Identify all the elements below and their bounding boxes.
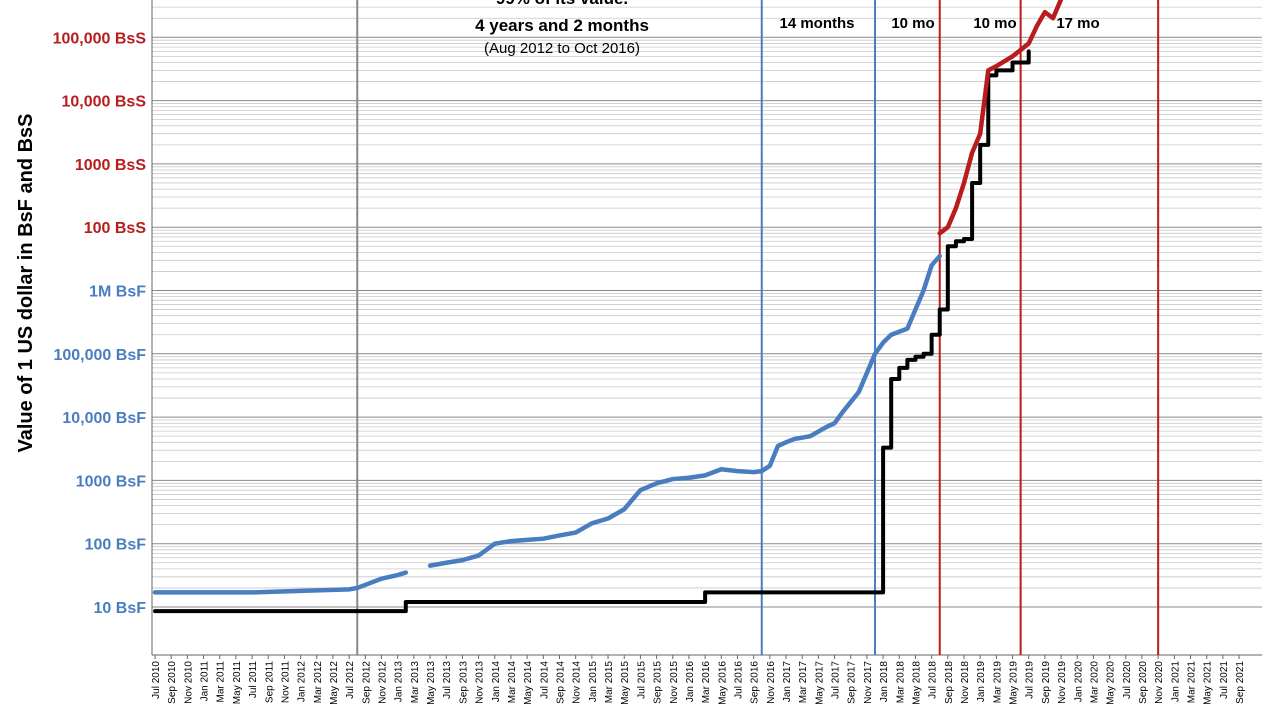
y-tick-label: 10 BsF — [94, 600, 147, 617]
x-tick-label: Jul 2014 — [539, 661, 550, 699]
x-tick-label: Jan 2021 — [1170, 661, 1181, 703]
x-tick-label: Nov 2018 — [960, 661, 971, 704]
y-tick-labels: 10 BsF 100 BsF 1000 BsF 10,000 BsF 100,000 B… — [53, 30, 147, 617]
y-tick-label: 10,000 BsS — [61, 94, 146, 111]
period-label-17-mo: 17 mo — [1056, 15, 1099, 32]
x-tick-label: Jul 2017 — [831, 661, 842, 699]
series-line — [937, 0, 1064, 236]
x-tick-label: Jul 2020 — [1122, 661, 1133, 699]
x-tick-label: Sep 2019 — [1041, 661, 1052, 704]
x-tick-label: Jan 2015 — [588, 661, 599, 703]
x-tick-label: Nov 2020 — [1154, 661, 1165, 704]
x-tick-label: Nov 2012 — [378, 661, 389, 704]
x-tick-label: Sep 2014 — [556, 661, 567, 704]
x-tick-label: Jul 2016 — [733, 661, 744, 699]
x-tick-label: Jul 2013 — [442, 661, 453, 699]
x-tick-label: Mar 2012 — [313, 661, 324, 704]
y-tick-label: 1M BsF — [89, 284, 146, 301]
x-tick-label: May 2011 — [232, 661, 243, 705]
x-tick-label: Jan 2012 — [297, 661, 308, 703]
x-tick-label: May 2014 — [523, 661, 534, 705]
x-tick-label: Jul 2015 — [636, 661, 647, 699]
annotation-date-range: (Aug 2012 to Oct 2016) — [484, 40, 640, 57]
y-tick-label: 1000 BsF — [76, 473, 146, 490]
x-tick-label: Sep 2021 — [1235, 661, 1246, 704]
period-label-14-months: 14 months — [779, 15, 854, 32]
series-line — [152, 570, 409, 595]
x-tick-label: Sep 2010 — [167, 661, 178, 704]
x-tick-label: Jul 2011 — [248, 661, 259, 699]
x-tick-labels: Jul 2010 Sep 2010 Nov 2010 Jan 2011 Mar 2011… — [151, 655, 1246, 705]
y-tick-label: 1000 BsS — [75, 157, 146, 174]
y-tick-label: 100 BsS — [84, 220, 147, 237]
y-tick-label: 10,000 BsF — [62, 410, 146, 427]
x-tick-label: Nov 2013 — [475, 661, 486, 704]
x-tick-label: Nov 2010 — [183, 661, 194, 704]
x-tick-label: May 2020 — [1106, 661, 1117, 705]
x-tick-label: Nov 2011 — [280, 661, 291, 704]
x-tick-label: Jul 2018 — [928, 661, 939, 699]
x-tick-label: Sep 2017 — [847, 661, 858, 704]
series-line — [427, 253, 942, 568]
x-tick-label: May 2017 — [814, 661, 825, 705]
x-tick-label: Jan 2019 — [976, 661, 987, 703]
x-tick-label: Nov 2014 — [572, 661, 583, 704]
x-tick-label: Sep 2015 — [653, 661, 664, 704]
x-tick-label: Mar 2014 — [507, 661, 518, 704]
x-tick-label: Mar 2021 — [1187, 661, 1198, 704]
x-tick-label: Jan 2017 — [782, 661, 793, 703]
x-tick-label: Sep 2018 — [944, 661, 955, 704]
x-tick-label: Mar 2016 — [701, 661, 712, 704]
x-tick-label: Mar 2020 — [1089, 661, 1100, 704]
x-tick-label: Mar 2018 — [895, 661, 906, 704]
series-line — [153, 49, 1031, 614]
y-tick-label: 100 BsF — [85, 537, 147, 554]
period-label-10-mo-a: 10 mo — [891, 15, 934, 32]
x-tick-label: Mar 2017 — [798, 661, 809, 704]
x-tick-label: Jul 2019 — [1025, 661, 1036, 699]
x-tick-label: May 2018 — [911, 661, 922, 705]
x-tick-label: Sep 2016 — [750, 661, 761, 704]
y-tick-label: 100,000 BsS — [53, 30, 147, 47]
period-separators — [356, 0, 1160, 655]
x-tick-label: May 2015 — [620, 661, 631, 705]
x-tick-label: Sep 2020 — [1138, 661, 1149, 704]
x-tick-label: Jan 2020 — [1073, 661, 1084, 703]
period-label-10-mo-b: 10 mo — [973, 15, 1016, 32]
annotation-top-cut: 99% of its value. — [496, 0, 628, 8]
y-axis-title: Value of 1 US dollar in BsF and BsS — [15, 114, 37, 453]
series-lines — [152, 0, 1064, 614]
x-tick-label: Nov 2016 — [766, 661, 777, 704]
x-tick-label: Jan 2016 — [685, 661, 696, 703]
x-tick-label: Jan 2013 — [394, 661, 405, 703]
x-tick-label: May 2019 — [1009, 661, 1020, 705]
x-tick-label: Nov 2015 — [669, 661, 680, 704]
x-tick-label: Jul 2010 — [151, 661, 162, 699]
x-tick-label: Jul 2012 — [345, 661, 356, 699]
annotation-duration: 4 years and 2 months — [475, 16, 649, 35]
x-tick-label: Jan 2011 — [200, 661, 211, 702]
x-tick-label: Mar 2011 — [216, 661, 227, 703]
x-tick-label: May 2021 — [1203, 661, 1214, 705]
x-tick-label: Jan 2014 — [491, 661, 502, 703]
x-tick-label: Nov 2017 — [863, 661, 874, 704]
x-tick-label: May 2012 — [329, 661, 340, 705]
grid — [151, 0, 1262, 656]
x-tick-label: Nov 2019 — [1057, 661, 1068, 704]
x-tick-label: Sep 2011 — [264, 661, 275, 704]
x-tick-label: Sep 2013 — [458, 661, 469, 704]
x-tick-label: Mar 2015 — [604, 661, 615, 704]
x-tick-label: May 2013 — [426, 661, 437, 705]
x-tick-label: Mar 2019 — [992, 661, 1003, 704]
x-tick-label: Jan 2018 — [879, 661, 890, 703]
y-tick-label: 100,000 BsF — [53, 347, 146, 364]
x-tick-label: Jul 2021 — [1219, 661, 1230, 699]
x-tick-label: Sep 2012 — [361, 661, 372, 704]
x-tick-label: May 2016 — [717, 661, 728, 705]
x-tick-label: Mar 2013 — [410, 661, 421, 704]
